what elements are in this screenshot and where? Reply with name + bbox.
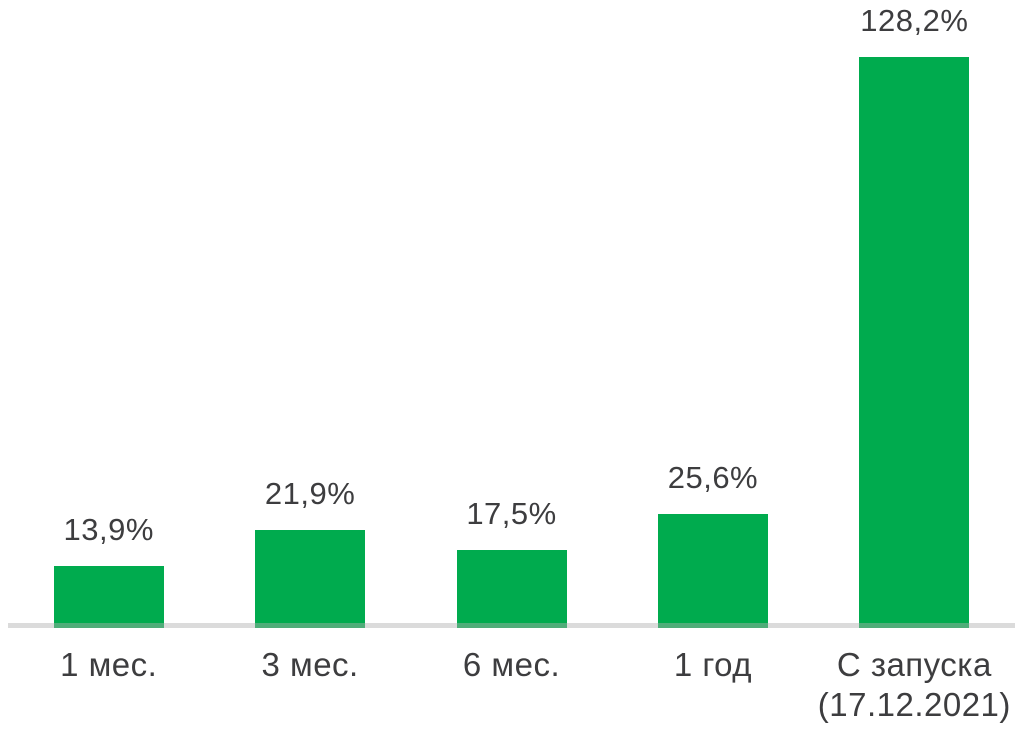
bar-value-label: 17,5% [466,495,557,531]
bar-value-label: 25,6% [667,459,759,495]
bar-group: 25,6% [612,0,813,628]
bar-value-label: 13,9% [63,511,154,547]
bar-group: 21,9% [209,0,410,628]
plot-area: 13,9% 21,9% 17,5% 25,6% 128,2% [8,0,1015,628]
x-axis-label: С запуска (17.12.2021) [814,645,1015,724]
bar-group: 13,9% [8,0,209,628]
x-axis-label-line: С запуска [836,646,992,683]
x-axis-label-line: 3 мес. [261,646,359,683]
x-axis-label: 1 мес. [8,645,209,724]
x-axis-labels: 1 мес. 3 мес. 6 мес. 1 год С запуска (17… [8,645,1015,724]
x-axis-baseline [8,623,1015,628]
bar-group: 17,5% [411,0,612,628]
bar [657,514,768,628]
bar [53,566,164,628]
bar-value-label: 128,2% [860,2,969,38]
x-axis-label-line: 6 мес. [462,646,561,683]
x-axis-label-line: 1 мес. [60,646,158,683]
x-axis-label: 1 год [612,645,813,724]
bar-value-label: 21,9% [264,475,356,511]
bar [456,550,567,628]
x-axis-label: 6 мес. [411,645,612,724]
x-axis-label-line: (17.12.2021) [817,685,1011,723]
bar [859,57,970,628]
bar [255,530,366,628]
x-axis-label: 3 мес. [209,645,410,724]
bar-group: 128,2% [814,0,1015,628]
x-axis-label-line: 1 год [673,646,753,683]
